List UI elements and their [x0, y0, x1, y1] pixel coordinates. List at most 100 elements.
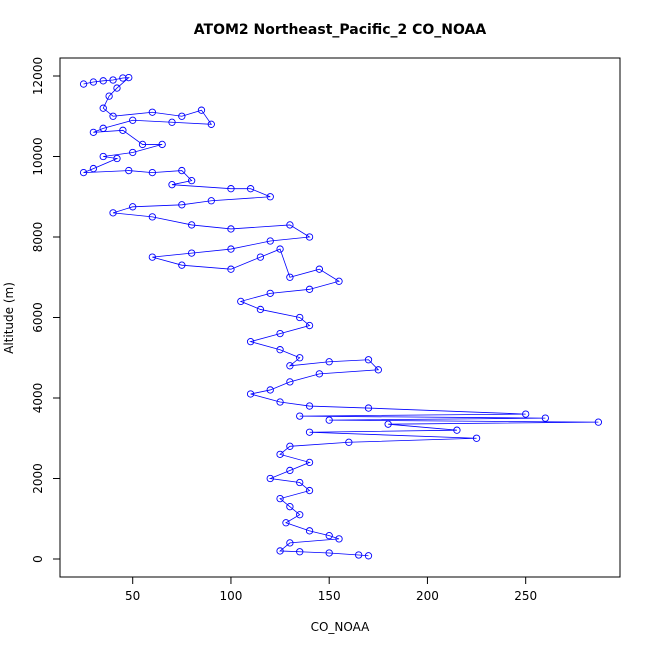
- data-point: [384, 420, 392, 428]
- data-point: [125, 73, 133, 82]
- data-point: [286, 273, 294, 281]
- data-point: [296, 313, 304, 322]
- data-point: [99, 124, 107, 132]
- data-point: [305, 233, 314, 241]
- data-point: [266, 237, 274, 245]
- data-point: [178, 201, 186, 209]
- x-axis-label: CO_NOAA: [311, 620, 371, 634]
- data-point: [178, 166, 186, 175]
- data-point: [325, 416, 333, 424]
- data-point: [246, 185, 255, 193]
- data-point: [207, 120, 215, 128]
- data-point: [256, 305, 265, 314]
- data-point: [305, 428, 314, 436]
- data-point: [109, 209, 117, 217]
- data-point: [129, 116, 137, 124]
- data-point: [227, 225, 235, 233]
- data-point: [315, 370, 324, 378]
- data-point: [125, 166, 133, 175]
- data-point: [99, 104, 107, 112]
- data-point: [325, 532, 333, 540]
- data-point: [227, 245, 235, 253]
- y-tick-label: 6000: [31, 302, 45, 333]
- data-point: [266, 386, 274, 394]
- data-point: [119, 126, 127, 134]
- data-point: [148, 253, 157, 261]
- data-point: [227, 265, 235, 273]
- data-point: [296, 412, 304, 420]
- x-tick-label: 250: [514, 589, 537, 603]
- data-point: [276, 494, 284, 503]
- data-point: [296, 548, 304, 556]
- data-point: [305, 458, 314, 467]
- data-point: [305, 321, 314, 330]
- data-point: [113, 84, 121, 92]
- data-point: [168, 181, 176, 189]
- data-point: [158, 140, 166, 149]
- chart-title: ATOM2 Northeast_Pacific_2 CO_NOAA: [194, 22, 487, 38]
- data-point: [109, 76, 117, 84]
- data-point: [246, 338, 255, 346]
- data-point: [374, 366, 382, 374]
- data-point: [148, 108, 157, 116]
- data-point: [148, 213, 157, 221]
- data-point: [286, 466, 294, 475]
- data-point: [345, 438, 353, 446]
- data-point: [246, 390, 255, 398]
- data-point: [89, 164, 98, 173]
- data-point: [296, 511, 304, 519]
- x-tick-label: 50: [125, 589, 140, 603]
- data-point: [335, 535, 343, 543]
- x-tick-label: 150: [318, 589, 341, 603]
- data-point: [335, 277, 343, 285]
- data-point: [89, 128, 98, 136]
- data-point: [355, 551, 363, 559]
- data-point: [129, 203, 137, 211]
- y-axis-label: Altitude (m): [2, 282, 16, 354]
- data-point: [296, 354, 304, 362]
- data-point: [168, 118, 176, 126]
- data-point: [266, 193, 274, 201]
- data-point: [364, 552, 373, 560]
- data-point: [522, 410, 530, 418]
- data-point: [276, 450, 284, 459]
- data-point: [99, 152, 107, 161]
- data-point: [305, 527, 314, 535]
- data-point: [305, 285, 314, 293]
- data-point: [286, 378, 294, 386]
- data-point: [286, 539, 294, 547]
- data-point: [256, 253, 265, 261]
- data-point: [594, 418, 603, 426]
- data-point: [282, 519, 290, 527]
- data-point: [99, 77, 107, 85]
- data-point: [113, 154, 121, 163]
- data-point: [325, 358, 333, 366]
- data-point: [178, 261, 186, 269]
- data-point: [286, 221, 294, 229]
- y-tick-label: 10000: [31, 137, 45, 175]
- data-point: [178, 112, 186, 120]
- data-point: [286, 442, 294, 450]
- data-point: [187, 176, 196, 185]
- data-point: [148, 168, 157, 177]
- y-tick-label: 0: [31, 555, 45, 563]
- y-tick-label: 2000: [31, 463, 45, 494]
- data-point: [227, 185, 235, 193]
- data-point: [286, 503, 294, 511]
- x-tick-label: 200: [416, 589, 439, 603]
- data-point: [276, 346, 284, 354]
- data-point: [237, 297, 245, 306]
- data-point: [296, 478, 304, 487]
- data-point: [472, 434, 481, 442]
- data-point: [286, 362, 294, 370]
- data-point: [79, 168, 88, 177]
- data-point: [109, 112, 117, 120]
- data-point: [266, 289, 274, 297]
- data-point: [364, 404, 373, 412]
- data-point: [89, 78, 98, 86]
- y-tick-label: 12000: [31, 57, 45, 95]
- data-point: [266, 474, 274, 483]
- data-point: [129, 148, 137, 157]
